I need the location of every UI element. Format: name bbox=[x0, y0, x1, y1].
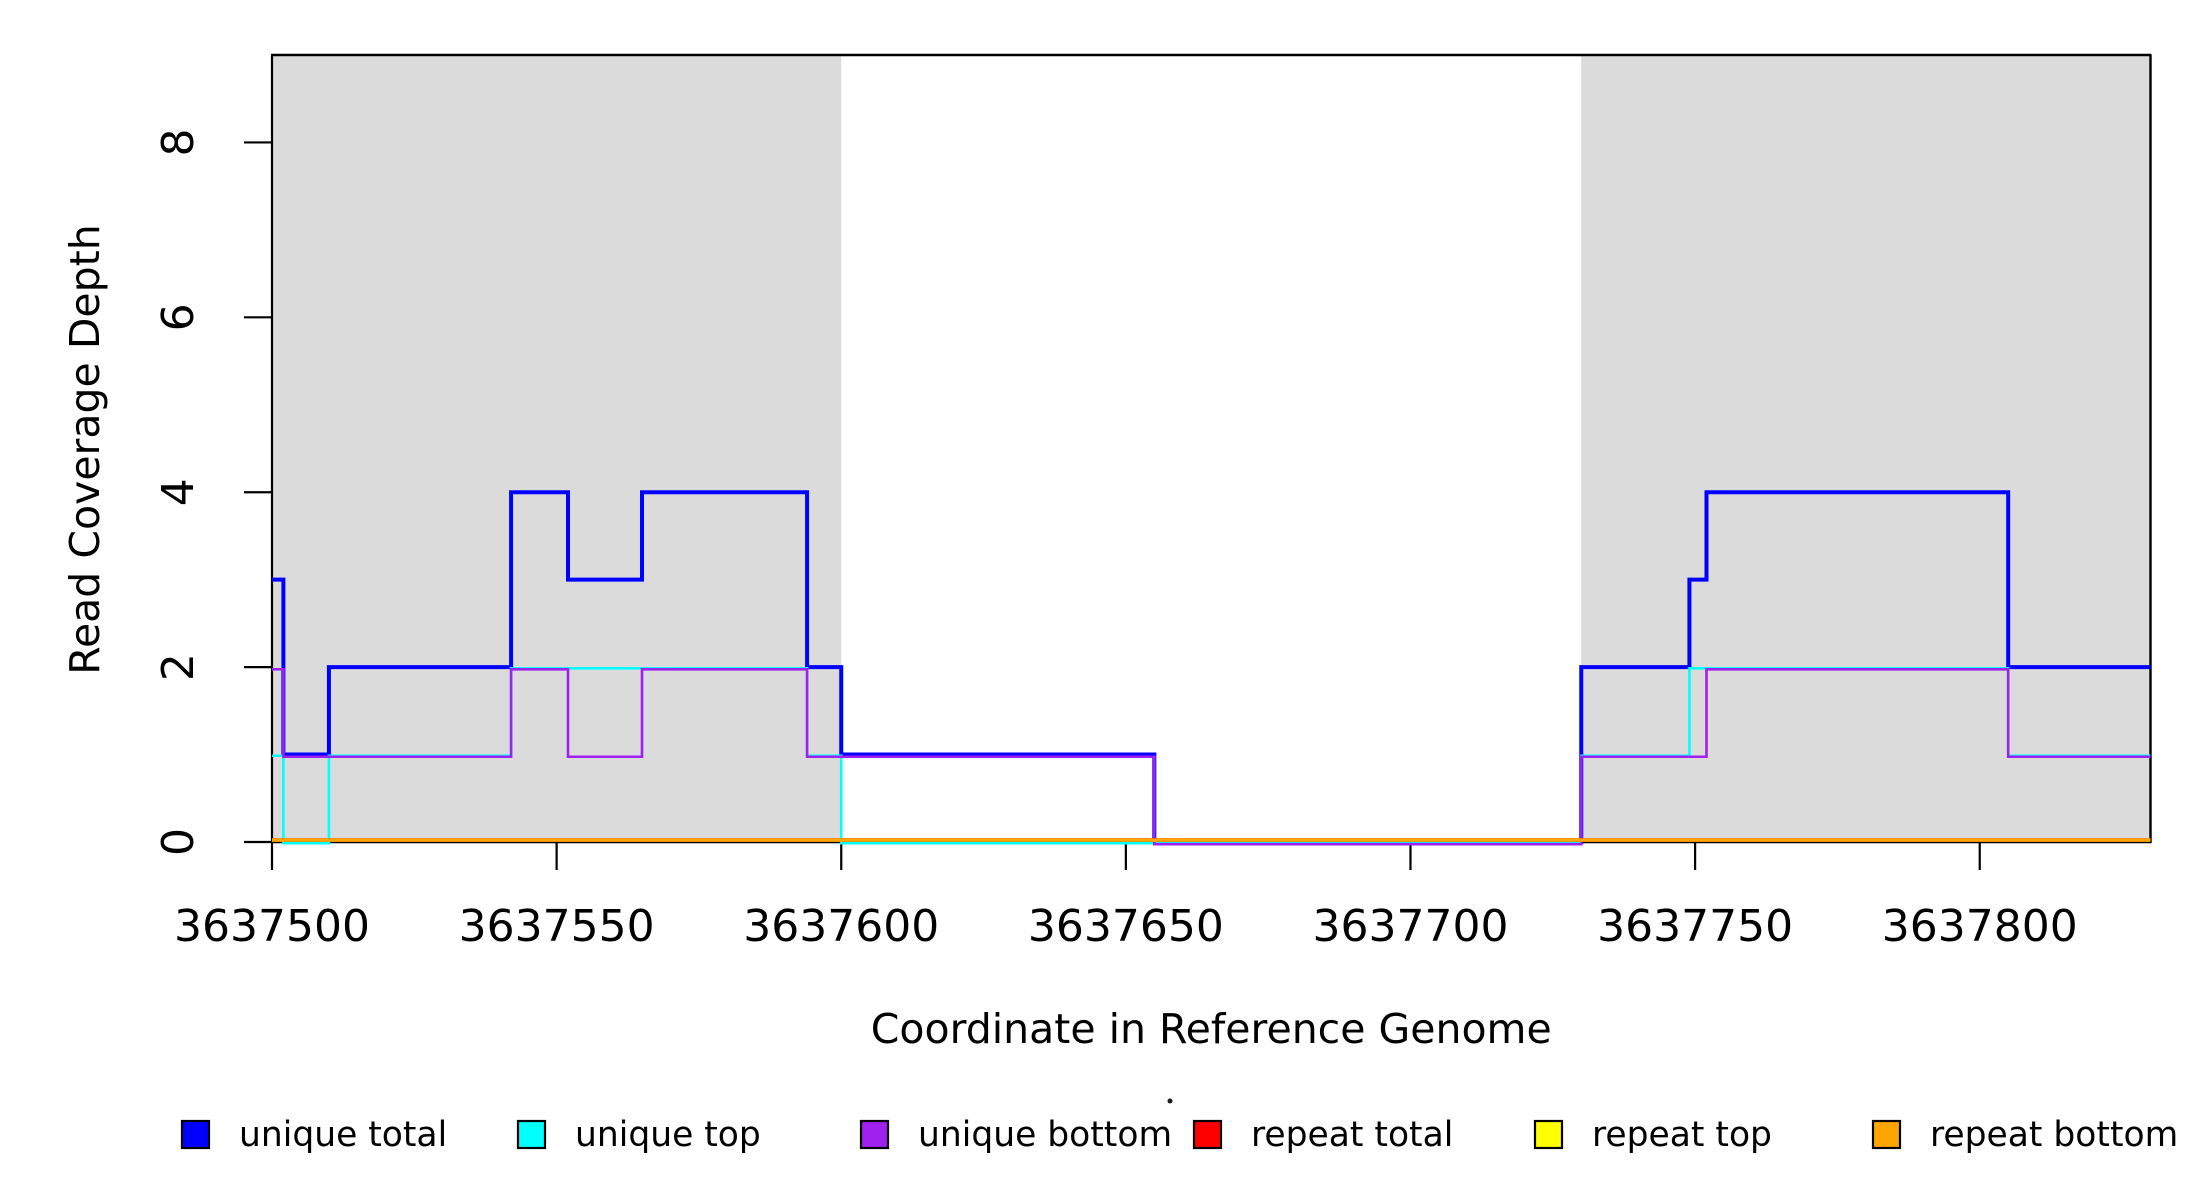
line-unique-total bbox=[272, 490, 2151, 844]
legend-label: repeat bottom bbox=[1930, 1115, 2178, 1155]
legend-swatch bbox=[1533, 1119, 1564, 1150]
legend-item-unique-top: unique top bbox=[516, 1115, 761, 1155]
y-tick-label: 8 bbox=[153, 128, 204, 156]
legend-swatch bbox=[859, 1119, 890, 1150]
legend-swatch bbox=[180, 1119, 211, 1150]
legend-swatch bbox=[516, 1119, 547, 1150]
legend-label: repeat top bbox=[1592, 1115, 1772, 1155]
left-gray-block bbox=[272, 56, 842, 841]
x-tick-label: 3637750 bbox=[1597, 901, 1793, 952]
x-tick-label: 3637550 bbox=[459, 901, 655, 952]
shaded-regions bbox=[272, 56, 2151, 841]
y-tick-label: 0 bbox=[153, 828, 204, 856]
legend-item-unique-total: unique total bbox=[180, 1115, 447, 1155]
legend-swatch bbox=[1192, 1119, 1223, 1150]
legend-label: unique top bbox=[575, 1115, 761, 1155]
legend-label: repeat total bbox=[1251, 1115, 1453, 1155]
legend-item-repeat-total: repeat total bbox=[1192, 1115, 1453, 1155]
legend-item-unique-bottom: unique bottom bbox=[859, 1115, 1172, 1155]
line-unique-bottom bbox=[272, 668, 2151, 846]
legend-item-repeat-top: repeat top bbox=[1533, 1115, 1772, 1155]
legend-label: unique bottom bbox=[918, 1115, 1172, 1155]
x-tick-label: 3637700 bbox=[1313, 901, 1509, 952]
legend-swatch bbox=[1871, 1119, 1902, 1150]
y-tick-label: 6 bbox=[153, 303, 204, 331]
legend-label: unique total bbox=[239, 1115, 447, 1155]
stray-dot bbox=[1167, 1098, 1173, 1104]
legend-item-repeat-bottom: repeat bottom bbox=[1871, 1115, 2178, 1155]
x-tick-label: 3637600 bbox=[743, 901, 939, 952]
y-tick-label: 4 bbox=[153, 478, 204, 506]
series-lines bbox=[272, 490, 2151, 846]
legend: unique total unique top unique bottom repea… bbox=[180, 1098, 2178, 1155]
x-tick-label: 3637800 bbox=[1882, 901, 2078, 952]
x-tick-label: 3637500 bbox=[174, 901, 370, 952]
y-axis-title: Read Coverage Depth bbox=[61, 224, 109, 674]
x-tick-label: 3637650 bbox=[1028, 901, 1224, 952]
x-axis-title: Coordinate in Reference Genome bbox=[871, 1005, 1552, 1053]
right-gray-block bbox=[1581, 56, 2151, 841]
y-tick-label: 2 bbox=[153, 653, 204, 681]
axis-ticks-and-labels: 3637500 3637550 3637600 3637650 3637700 36377… bbox=[153, 128, 2078, 952]
